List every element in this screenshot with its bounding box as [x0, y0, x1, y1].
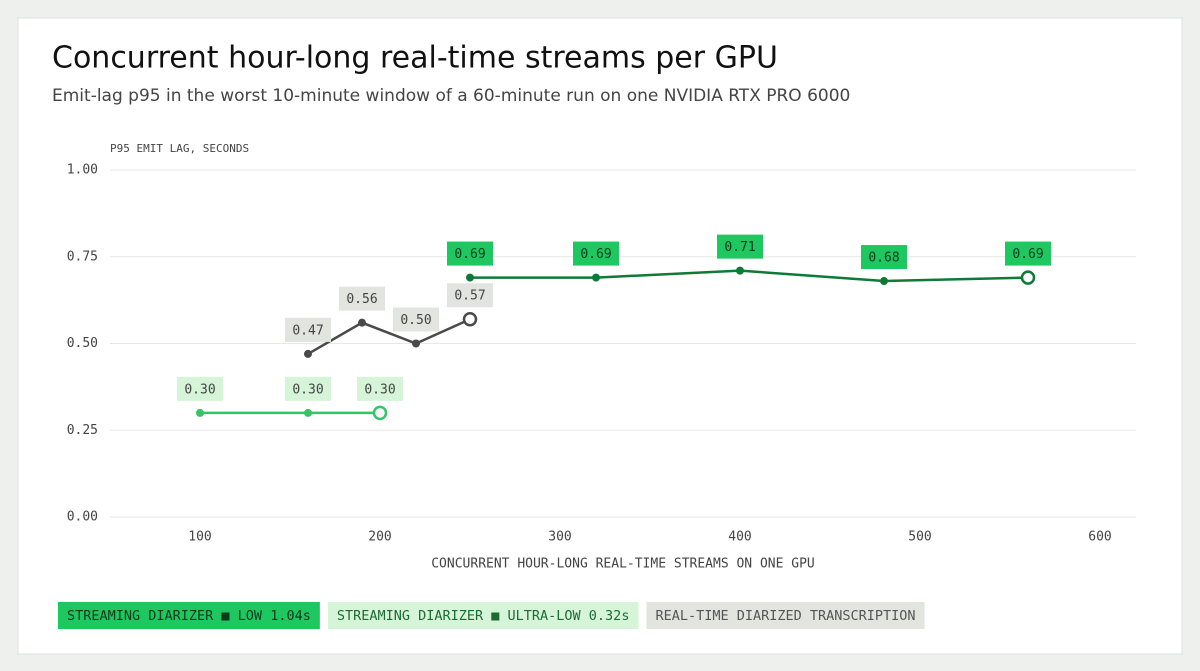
data-point [736, 266, 744, 275]
x-tick-label: 300 [548, 530, 571, 545]
data-label-bg [393, 307, 439, 332]
x-axis-label: CONCURRENT HOUR-LONG REAL-TIME STREAMS O… [431, 557, 815, 572]
data-label-text: 0.30 [184, 382, 215, 397]
data-label-text: 0.69 [580, 247, 611, 262]
data-label-text: 0.69 [454, 247, 485, 262]
legend-item: STREAMING DIARIZER ■ ULTRA-LOW 0.32s [327, 602, 639, 629]
legend-label: STREAMING DIARIZER ■ ULTRA-LOW 0.32s [337, 608, 630, 624]
legend-label: REAL-TIME DIARIZED TRANSCRIPTION [655, 608, 915, 624]
x-tick-label: 400 [728, 530, 751, 545]
data-point [1020, 270, 1036, 285]
y-tick-label: 1.00 [67, 163, 98, 178]
series-line [307, 318, 471, 355]
data-label-text: 0.68 [868, 251, 899, 266]
data-label: 0.30 [285, 376, 331, 401]
data-label: 0.47 [285, 317, 331, 342]
data-label-text: 0.57 [454, 289, 485, 304]
legend-bg [58, 602, 320, 629]
data-label-bg [717, 234, 763, 259]
legend-label: STREAMING DIARIZER ■ LOW 1.04s [67, 608, 311, 624]
data-label-text: 0.30 [292, 382, 323, 397]
data-label: 0.57 [447, 283, 493, 308]
data-label-bg [357, 376, 403, 401]
x-tick-label: 600 [1088, 530, 1111, 545]
data-point [412, 339, 420, 348]
legend-item: STREAMING DIARIZER ■ LOW 1.04s [58, 602, 320, 629]
x-tick-label: 500 [908, 530, 931, 545]
data-label: 0.69 [447, 241, 493, 266]
data-label-text: 0.30 [364, 382, 395, 397]
y-tick-label: 0.50 [67, 336, 98, 351]
data-label-bg [285, 317, 331, 342]
data-label: 0.30 [177, 376, 223, 401]
data-label-text: 0.71 [724, 240, 755, 255]
data-label: 0.30 [357, 376, 403, 401]
x-tick-label: 100 [188, 530, 211, 545]
card [17, 17, 1183, 655]
legend-bg [327, 602, 639, 629]
y-tick-label: 0.00 [67, 510, 98, 525]
data-label-bg [447, 283, 493, 308]
data-label-text: 0.69 [1012, 247, 1043, 262]
data-label-bg [339, 286, 385, 311]
data-label: 0.56 [339, 286, 385, 311]
data-point [592, 273, 600, 282]
y-axis-label: P95 EMIT LAG, SECONDS [110, 142, 249, 155]
data-label: 0.69 [573, 241, 619, 266]
data-point [880, 277, 888, 286]
legend-bg [646, 602, 925, 629]
data-point [462, 311, 478, 327]
y-tick-label: 0.75 [67, 249, 98, 264]
y-tick-label: 0.25 [67, 423, 98, 438]
data-point [358, 318, 366, 327]
data-label-bg [177, 376, 223, 401]
data-label: 0.50 [393, 307, 439, 332]
data-label-bg [573, 241, 619, 266]
chart-subtitle: Emit-lag p95 in the worst 10-minute wind… [52, 86, 850, 106]
data-label-bg [1005, 241, 1051, 266]
data-label: 0.71 [717, 234, 763, 259]
data-label-bg [447, 241, 493, 266]
data-point [466, 273, 474, 282]
data-label-bg [861, 245, 907, 270]
data-point [304, 408, 312, 417]
data-point [196, 408, 204, 417]
data-label-text: 0.56 [346, 292, 377, 307]
legend-item: REAL-TIME DIARIZED TRANSCRIPTION [646, 602, 925, 629]
data-point [372, 405, 388, 421]
data-label: 0.68 [861, 245, 907, 270]
data-label: 0.69 [1005, 241, 1051, 266]
data-label-bg [285, 376, 331, 401]
chart-title: Concurrent hour-long real-time streams p… [52, 41, 778, 76]
data-point [304, 349, 312, 358]
x-tick-label: 200 [368, 530, 391, 545]
data-label-text: 0.50 [400, 313, 431, 328]
data-label-text: 0.47 [292, 323, 323, 338]
